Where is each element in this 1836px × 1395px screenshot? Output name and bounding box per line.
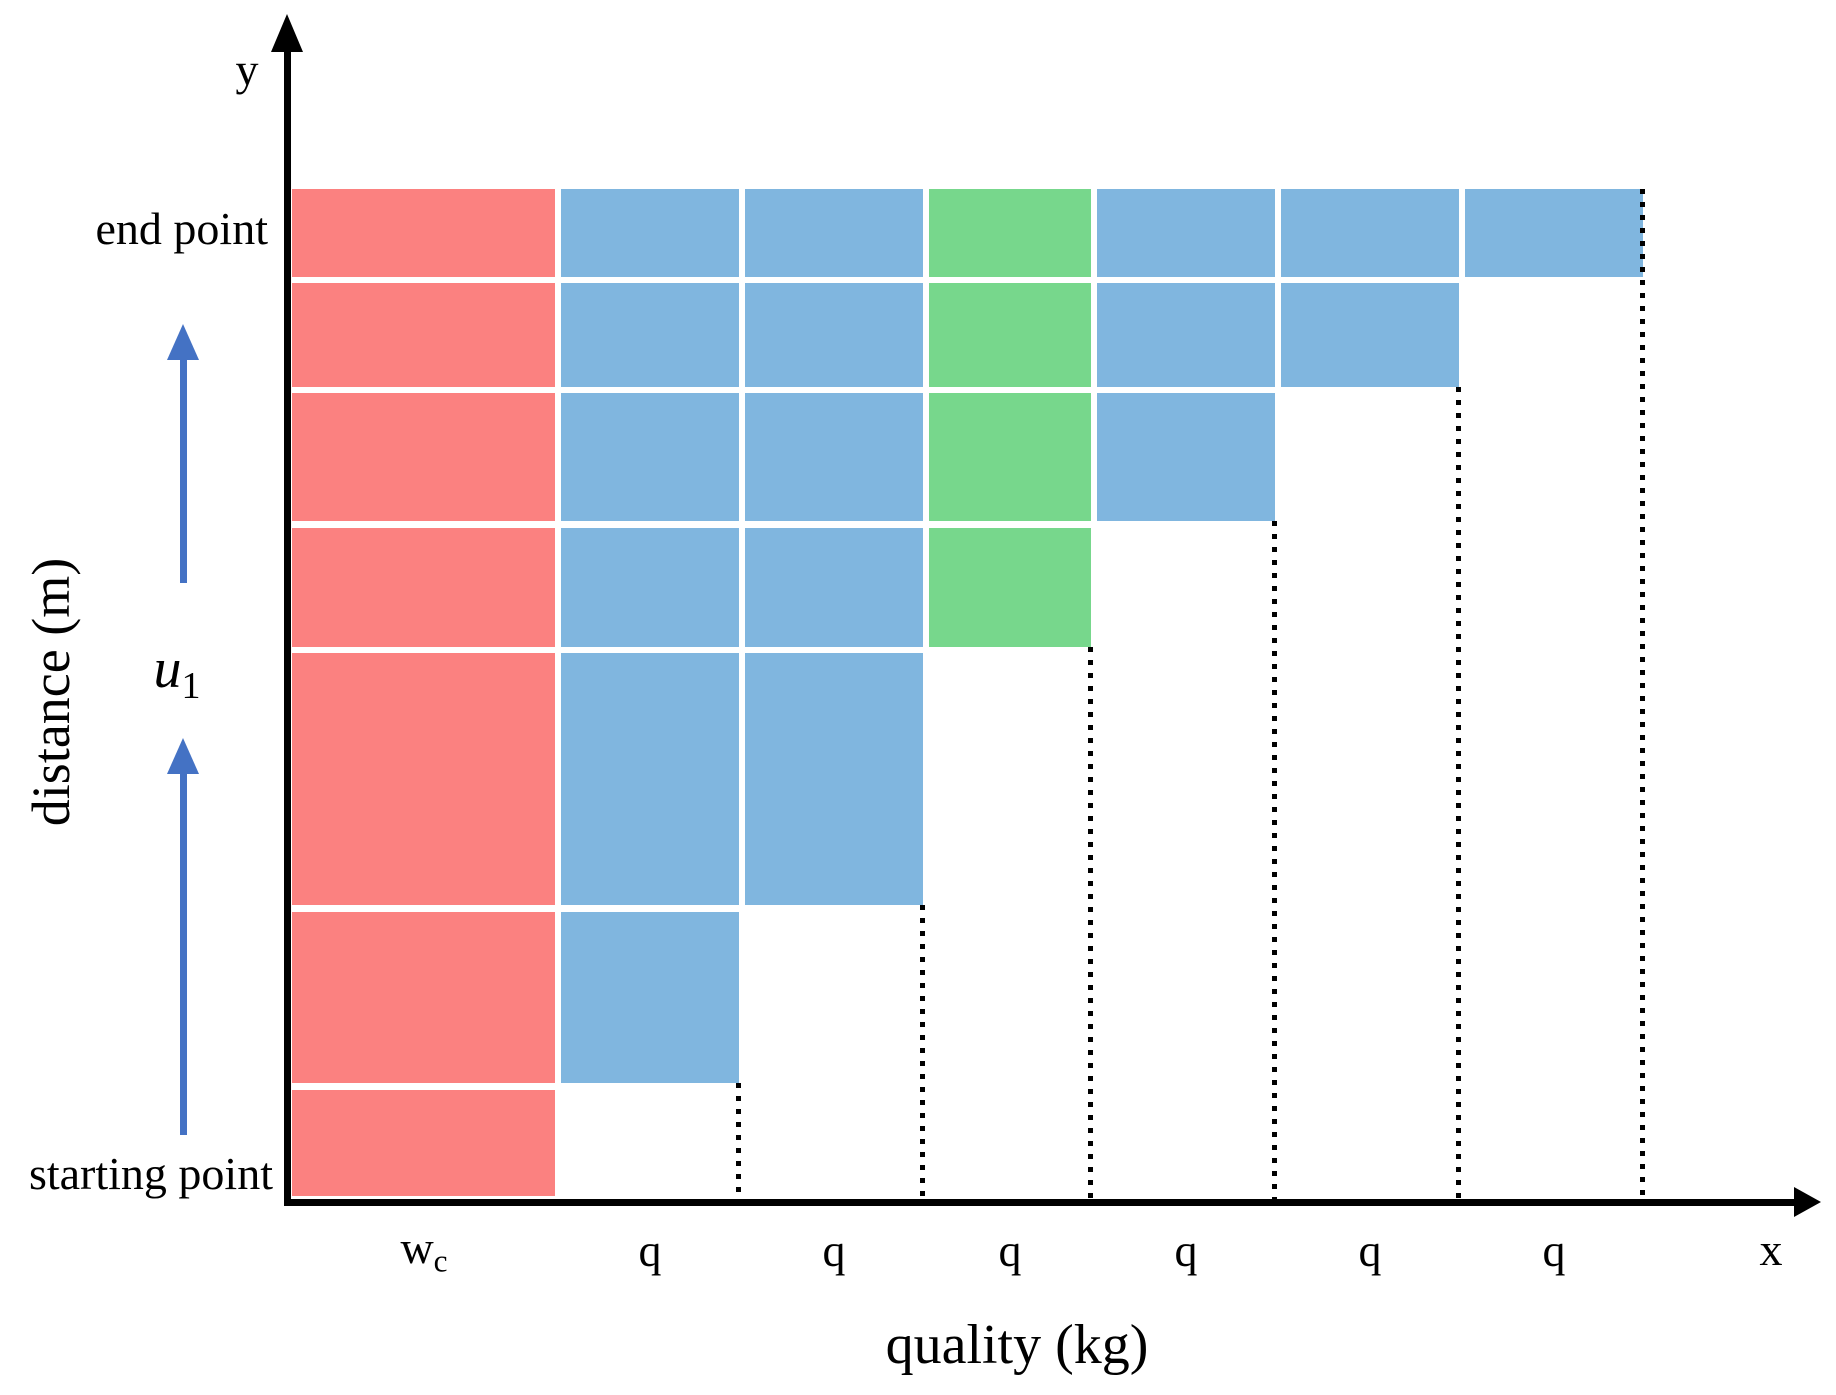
grid-block-col1-row5 bbox=[561, 912, 739, 1083]
upper-direction-arrowhead-icon bbox=[167, 324, 199, 360]
grid-block-col2-row4 bbox=[745, 653, 923, 905]
dotted-dropline-col5 bbox=[1456, 387, 1461, 1199]
dotted-dropline-col3 bbox=[1088, 647, 1093, 1199]
grid-block-col0-row3 bbox=[292, 528, 555, 647]
grid-block-col3-row3 bbox=[929, 528, 1091, 647]
x-tick-q6: q bbox=[1542, 1225, 1566, 1276]
grid-block-col1-row4 bbox=[561, 653, 739, 905]
grid-block-col5-row1 bbox=[1281, 283, 1459, 387]
upper-direction-arrow-shaft bbox=[180, 358, 187, 583]
grid-block-col1-row1 bbox=[561, 283, 739, 387]
x-tick-wc: wc bbox=[400, 1221, 448, 1279]
x-axis-line bbox=[284, 1199, 1794, 1206]
grid-block-col2-row2 bbox=[745, 393, 923, 521]
u1-label: u1 bbox=[153, 641, 200, 705]
x-tick-q5: q bbox=[1358, 1225, 1382, 1276]
grid-block-col0-row5 bbox=[292, 912, 555, 1083]
x-axis-arrowhead-icon bbox=[1794, 1187, 1821, 1217]
grid-block-col2-row3 bbox=[745, 528, 923, 647]
y-axis-line bbox=[284, 44, 291, 1206]
u1-base: u bbox=[153, 638, 182, 701]
grid-block-col2-row1 bbox=[745, 283, 923, 387]
lower-direction-arrowhead-icon bbox=[167, 738, 199, 774]
dotted-dropline-col6 bbox=[1640, 189, 1645, 1199]
grid-block-col4-row1 bbox=[1097, 283, 1275, 387]
wc-subscript: c bbox=[433, 1243, 448, 1279]
grid-block-col4-row0 bbox=[1097, 189, 1275, 277]
x-tick-q3: q bbox=[998, 1225, 1022, 1276]
grid-block-col1-row3 bbox=[561, 528, 739, 647]
starting-point-label: starting point bbox=[28, 1148, 273, 1199]
dotted-dropline-col2 bbox=[920, 905, 925, 1199]
x-axis-letter: x bbox=[1759, 1224, 1783, 1275]
y-axis-title: distance (m) bbox=[21, 557, 81, 827]
x-tick-q4: q bbox=[1174, 1225, 1198, 1276]
x-tick-q2: q bbox=[822, 1225, 846, 1276]
x-tick-q1: q bbox=[638, 1225, 662, 1276]
grid-block-col0-row6 bbox=[292, 1090, 555, 1196]
grid-block-col1-row0 bbox=[561, 189, 739, 277]
end-point-label: end point bbox=[95, 203, 268, 254]
grid-block-col0-row1 bbox=[292, 283, 555, 387]
grid-block-col4-row2 bbox=[1097, 393, 1275, 521]
wc-base: w bbox=[400, 1221, 434, 1273]
grid-block-col6-row0 bbox=[1465, 189, 1643, 277]
dotted-dropline-col4 bbox=[1272, 521, 1277, 1199]
y-axis-arrowhead-icon bbox=[271, 14, 303, 52]
grid-block-col0-row2 bbox=[292, 393, 555, 521]
grid-block-col2-row0 bbox=[745, 189, 923, 277]
grid-block-col0-row4 bbox=[292, 653, 555, 905]
grid-block-col3-row2 bbox=[929, 393, 1091, 521]
grid-block-col3-row1 bbox=[929, 283, 1091, 387]
u1-subscript: 1 bbox=[181, 664, 201, 707]
grid-block-col5-row0 bbox=[1281, 189, 1459, 277]
y-axis-letter: y bbox=[235, 44, 259, 95]
grid-block-col0-row0 bbox=[292, 189, 555, 277]
grid-block-col3-row0 bbox=[929, 189, 1091, 277]
lower-direction-arrow-shaft bbox=[180, 774, 187, 1135]
x-axis-title: quality (kg) bbox=[885, 1314, 1149, 1376]
grid-block-col1-row2 bbox=[561, 393, 739, 521]
dotted-dropline-col1 bbox=[736, 1083, 741, 1199]
